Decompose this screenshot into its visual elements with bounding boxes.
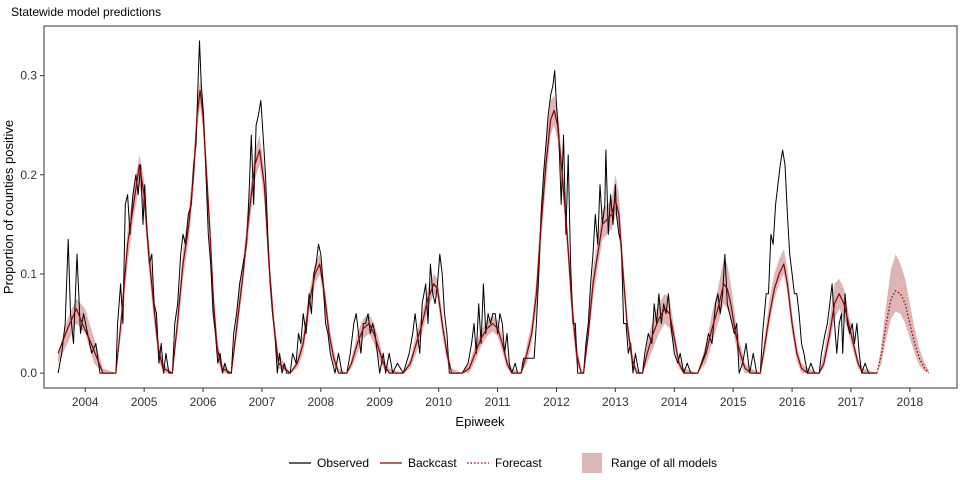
y-tick-label: 0.3 xyxy=(20,69,37,83)
x-tick-label: 2011 xyxy=(485,395,511,409)
y-axis: 0.0 0.1 0.2 0.3 xyxy=(20,69,44,380)
legend-label-observed: Observed xyxy=(317,456,369,470)
x-tick-label: 2009 xyxy=(366,395,393,409)
legend-label-range: Range of all models xyxy=(611,456,717,470)
x-tick-label: 2018 xyxy=(897,395,924,409)
x-tick-label: 2016 xyxy=(779,395,806,409)
x-tick-label: 2008 xyxy=(307,395,334,409)
series-line-layer xyxy=(57,40,930,374)
chart-title: Statewide model predictions xyxy=(11,5,161,19)
y-tick-label: 0.1 xyxy=(20,267,37,281)
x-tick-label: 2015 xyxy=(720,395,747,409)
x-tick-label: 2013 xyxy=(602,395,629,409)
x-tick-label: 2012 xyxy=(543,395,570,409)
plot-panel xyxy=(43,25,958,389)
legend-swatch-range xyxy=(582,453,602,473)
legend: Observed Backcast Forecast Range of all mod… xyxy=(289,453,717,473)
observed-line xyxy=(57,40,877,374)
x-tick-label: 2017 xyxy=(838,395,865,409)
x-tick-label: 2010 xyxy=(425,395,452,409)
legend-item-observed: Observed xyxy=(289,456,369,470)
backcast-line xyxy=(57,89,877,374)
x-axis: 2004 2005 2006 2007 2008 2009 2010 2011 2012 2013… xyxy=(72,388,924,409)
y-axis-label: Proportion of counties positive xyxy=(1,120,16,294)
legend-label-forecast: Forecast xyxy=(495,456,542,470)
y-tick-label: 0.0 xyxy=(20,366,37,380)
legend-item-range: Range of all models xyxy=(582,453,717,473)
y-tick-label: 0.2 xyxy=(20,168,37,182)
legend-item-backcast: Backcast xyxy=(380,456,457,470)
legend-label-backcast: Backcast xyxy=(408,456,457,470)
x-tick-label: 2014 xyxy=(661,395,688,409)
x-tick-label: 2006 xyxy=(190,395,217,409)
legend-item-forecast: Forecast xyxy=(467,456,542,470)
x-tick-label: 2004 xyxy=(72,395,99,409)
x-axis-label: Epiweek xyxy=(455,414,505,429)
x-tick-label: 2005 xyxy=(131,395,158,409)
x-tick-label: 2007 xyxy=(249,395,276,409)
